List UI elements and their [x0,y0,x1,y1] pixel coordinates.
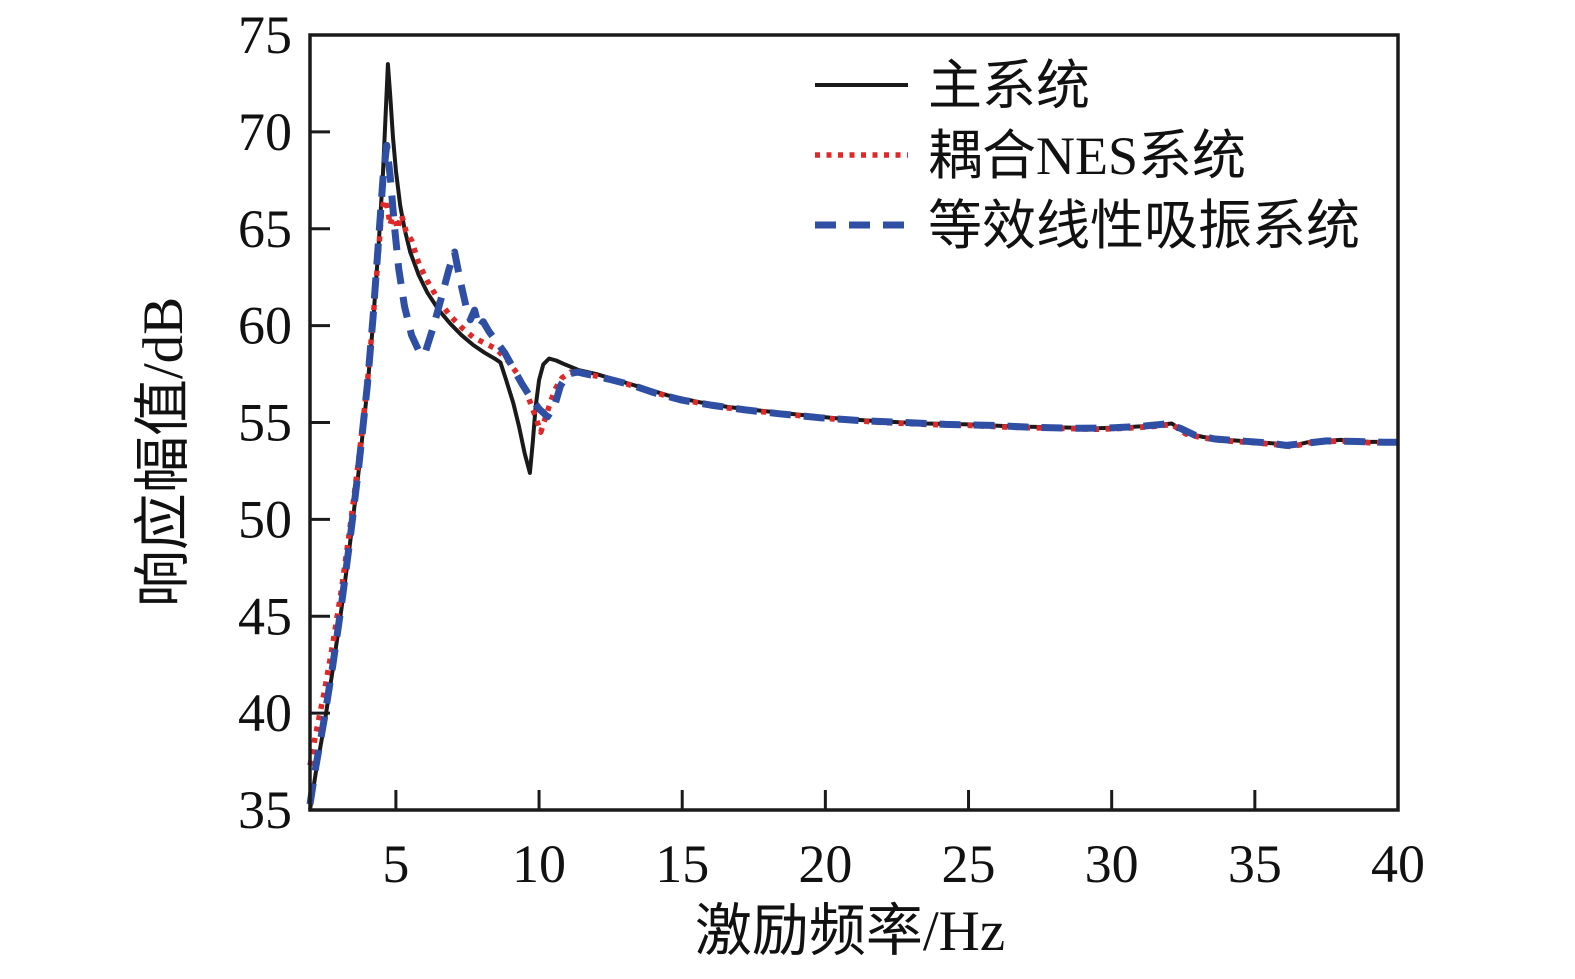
legend-item-0: 主系统 [815,56,1090,116]
x-tick-label: 10 [512,834,566,894]
x-tick-label: 30 [1085,834,1139,894]
x-tick-label: 15 [655,834,709,894]
y-tick-label: 75 [238,5,292,65]
y-tick-label: 40 [238,683,292,743]
legend-label: 耦合NES系统 [928,126,1246,186]
series-line-2 [306,141,1398,805]
y-tick-label: 65 [238,199,292,259]
axis-ticks [310,130,1257,810]
legend-item-2: 等效线性吸振系统 [815,196,1360,256]
legend-label: 主系统 [928,56,1090,116]
y-tick-label: 50 [238,489,292,549]
x-tick-label: 35 [1228,834,1282,894]
series-line-1 [307,196,1398,766]
legend-label: 等效线性吸振系统 [928,196,1360,256]
x-tick-label: 20 [798,834,852,894]
x-tick-label: 5 [382,834,409,894]
x-tick-label: 40 [1371,834,1425,894]
series-lines [306,62,1398,811]
y-axis-label: 响应幅值/dB [132,297,195,607]
y-tick-label: 70 [238,102,292,162]
x-axis-label: 激励频率/Hz [695,900,1005,963]
axis-tick-labels: 5 10 15 20 25 30 35 40 35 40 45 50 55 60 65 70 75 [238,5,1425,894]
legend-item-1: 耦合NES系统 [815,126,1246,186]
x-tick-label: 25 [942,834,996,894]
y-tick-label: 45 [238,586,292,646]
plot-frame [308,33,1400,812]
y-tick-label: 60 [238,296,292,356]
y-tick-label: 35 [238,780,292,840]
y-tick-label: 55 [238,393,292,453]
